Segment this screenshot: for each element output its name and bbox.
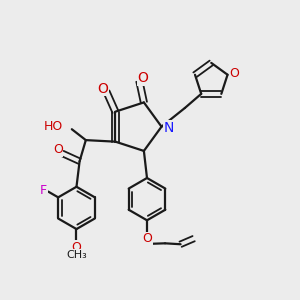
Text: F: F — [40, 184, 47, 197]
Text: O: O — [142, 232, 152, 245]
Text: O: O — [53, 143, 63, 156]
Text: O: O — [97, 82, 108, 96]
Text: N: N — [164, 121, 175, 135]
Text: HO: HO — [44, 120, 63, 133]
Text: O: O — [138, 71, 148, 85]
Text: O: O — [230, 67, 239, 80]
Text: O: O — [71, 241, 81, 254]
Text: CH₃: CH₃ — [66, 250, 87, 260]
